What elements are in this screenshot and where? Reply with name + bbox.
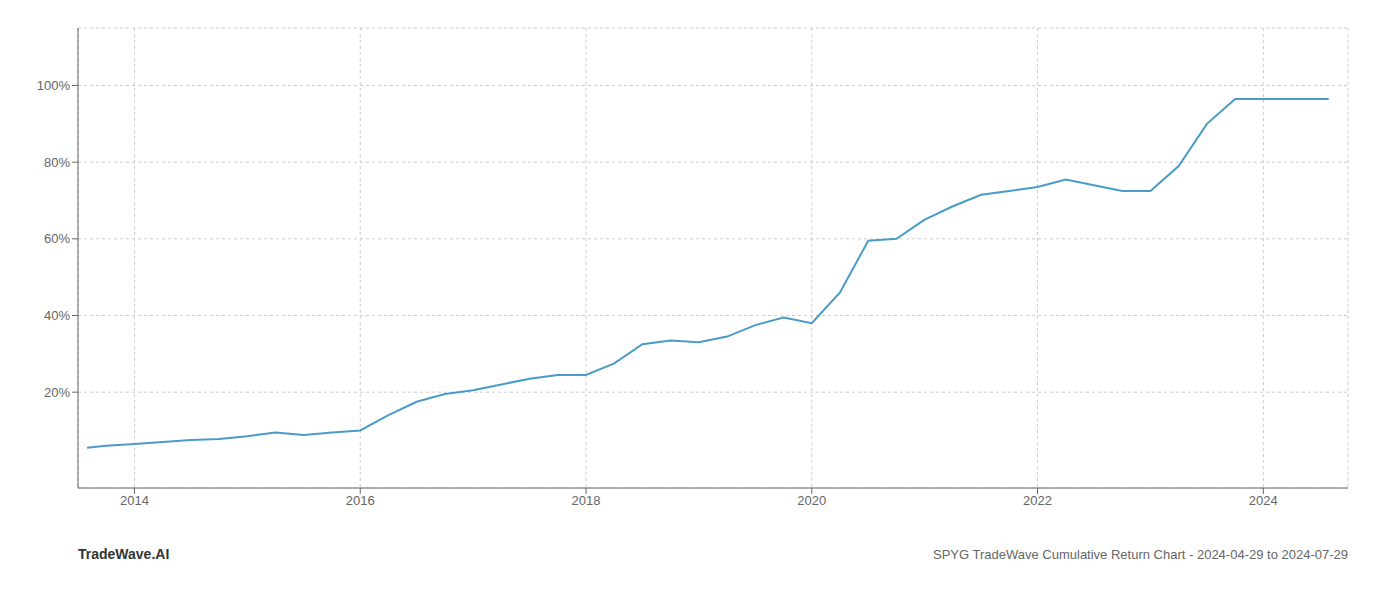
html-text:TradeWave.AI: TradeWave.AI <box>78 546 170 562</box>
svg-text:2018: 2018 <box>572 493 601 508</box>
svg-text:40%: 40% <box>44 308 70 323</box>
svg-text:2014: 2014 <box>120 493 149 508</box>
svg-text:2016: 2016 <box>346 493 375 508</box>
svg-text:2022: 2022 <box>1023 493 1052 508</box>
svg-text:2024: 2024 <box>1249 493 1278 508</box>
svg-text:60%: 60% <box>44 231 70 246</box>
html-text:SPYG TradeWave Cumulative Retu: SPYG TradeWave Cumulative Return Chart -… <box>933 546 1348 562</box>
svg-text:20%: 20% <box>44 385 70 400</box>
svg-text:2020: 2020 <box>797 493 826 508</box>
svg-text:80%: 80% <box>44 155 70 170</box>
svg-text:100%: 100% <box>37 78 71 93</box>
